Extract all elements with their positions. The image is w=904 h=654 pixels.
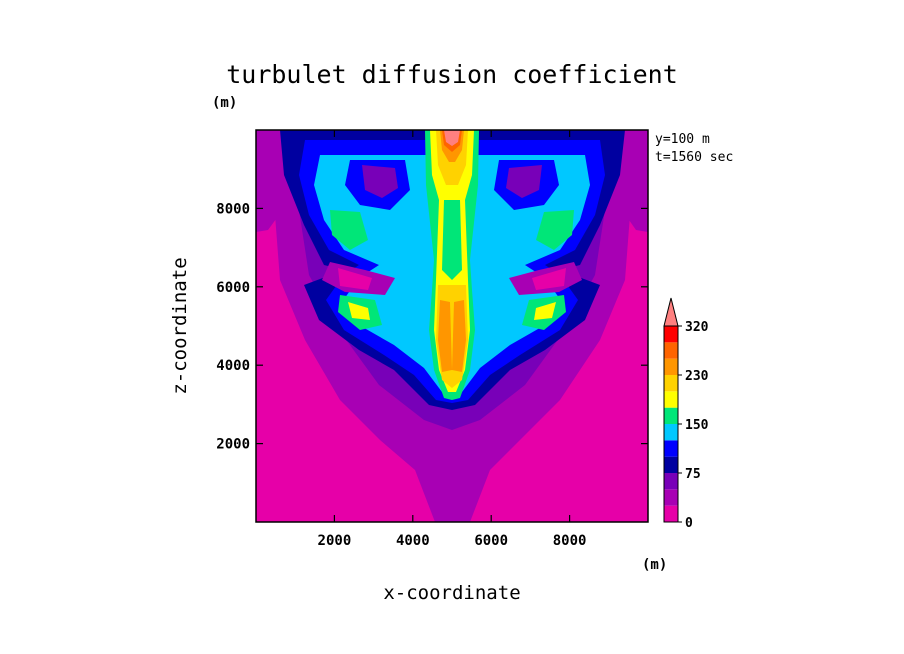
plot-frame [255,129,649,523]
colorbar-tick-label: 320 [685,320,709,335]
y-axis-label: z-coordinate [169,257,191,394]
colorbar-bin [664,326,678,343]
y-axis-unit: (m) [212,95,237,111]
x-tick-label: 4000 [396,533,430,549]
colorbar-bin [664,456,678,473]
colorbar-bin [664,391,678,408]
y-tick-label: 8000 [216,201,250,217]
colorbar-tick-label: 0 [685,516,693,531]
colorbar-bin [664,489,678,506]
x-axis-unit: (m) [642,557,667,573]
x-tick-label: 6000 [474,533,508,549]
colorbar-bin [664,424,678,441]
y-axis-ticks: 2000 4000 6000 8000 [216,201,648,453]
colorbar-bin [664,375,678,392]
colorbar-bin [664,505,678,522]
colorbar-extend-triangle [663,297,679,327]
contour-field [256,130,648,522]
x-axis-ticks: 2000 4000 6000 8000 [318,130,587,549]
x-tick-label: 8000 [553,533,587,549]
colorbar-bin [664,407,678,424]
colorbar: 0 75 150 230 320 [663,297,709,531]
colorbar-tick-label: 150 [685,418,709,433]
x-axis-label: x-coordinate [383,582,520,604]
chart-title: turbulet diffusion coefficient [226,60,678,89]
colorbar-bin [664,473,678,490]
y-tick-label: 6000 [216,280,250,296]
x-tick-label: 2000 [318,533,352,549]
colorbar-tick-label: 75 [685,467,701,482]
y-tick-label: 4000 [216,358,250,374]
annotation-time: t=1560 sec [655,150,733,165]
colorbar-bin [664,440,678,457]
annotation-y: y=100 m [655,132,710,147]
colorbar-bin [664,342,678,359]
colorbar-tick-label: 230 [685,369,709,384]
y-tick-label: 2000 [216,437,250,453]
colorbar-bin [664,358,678,375]
